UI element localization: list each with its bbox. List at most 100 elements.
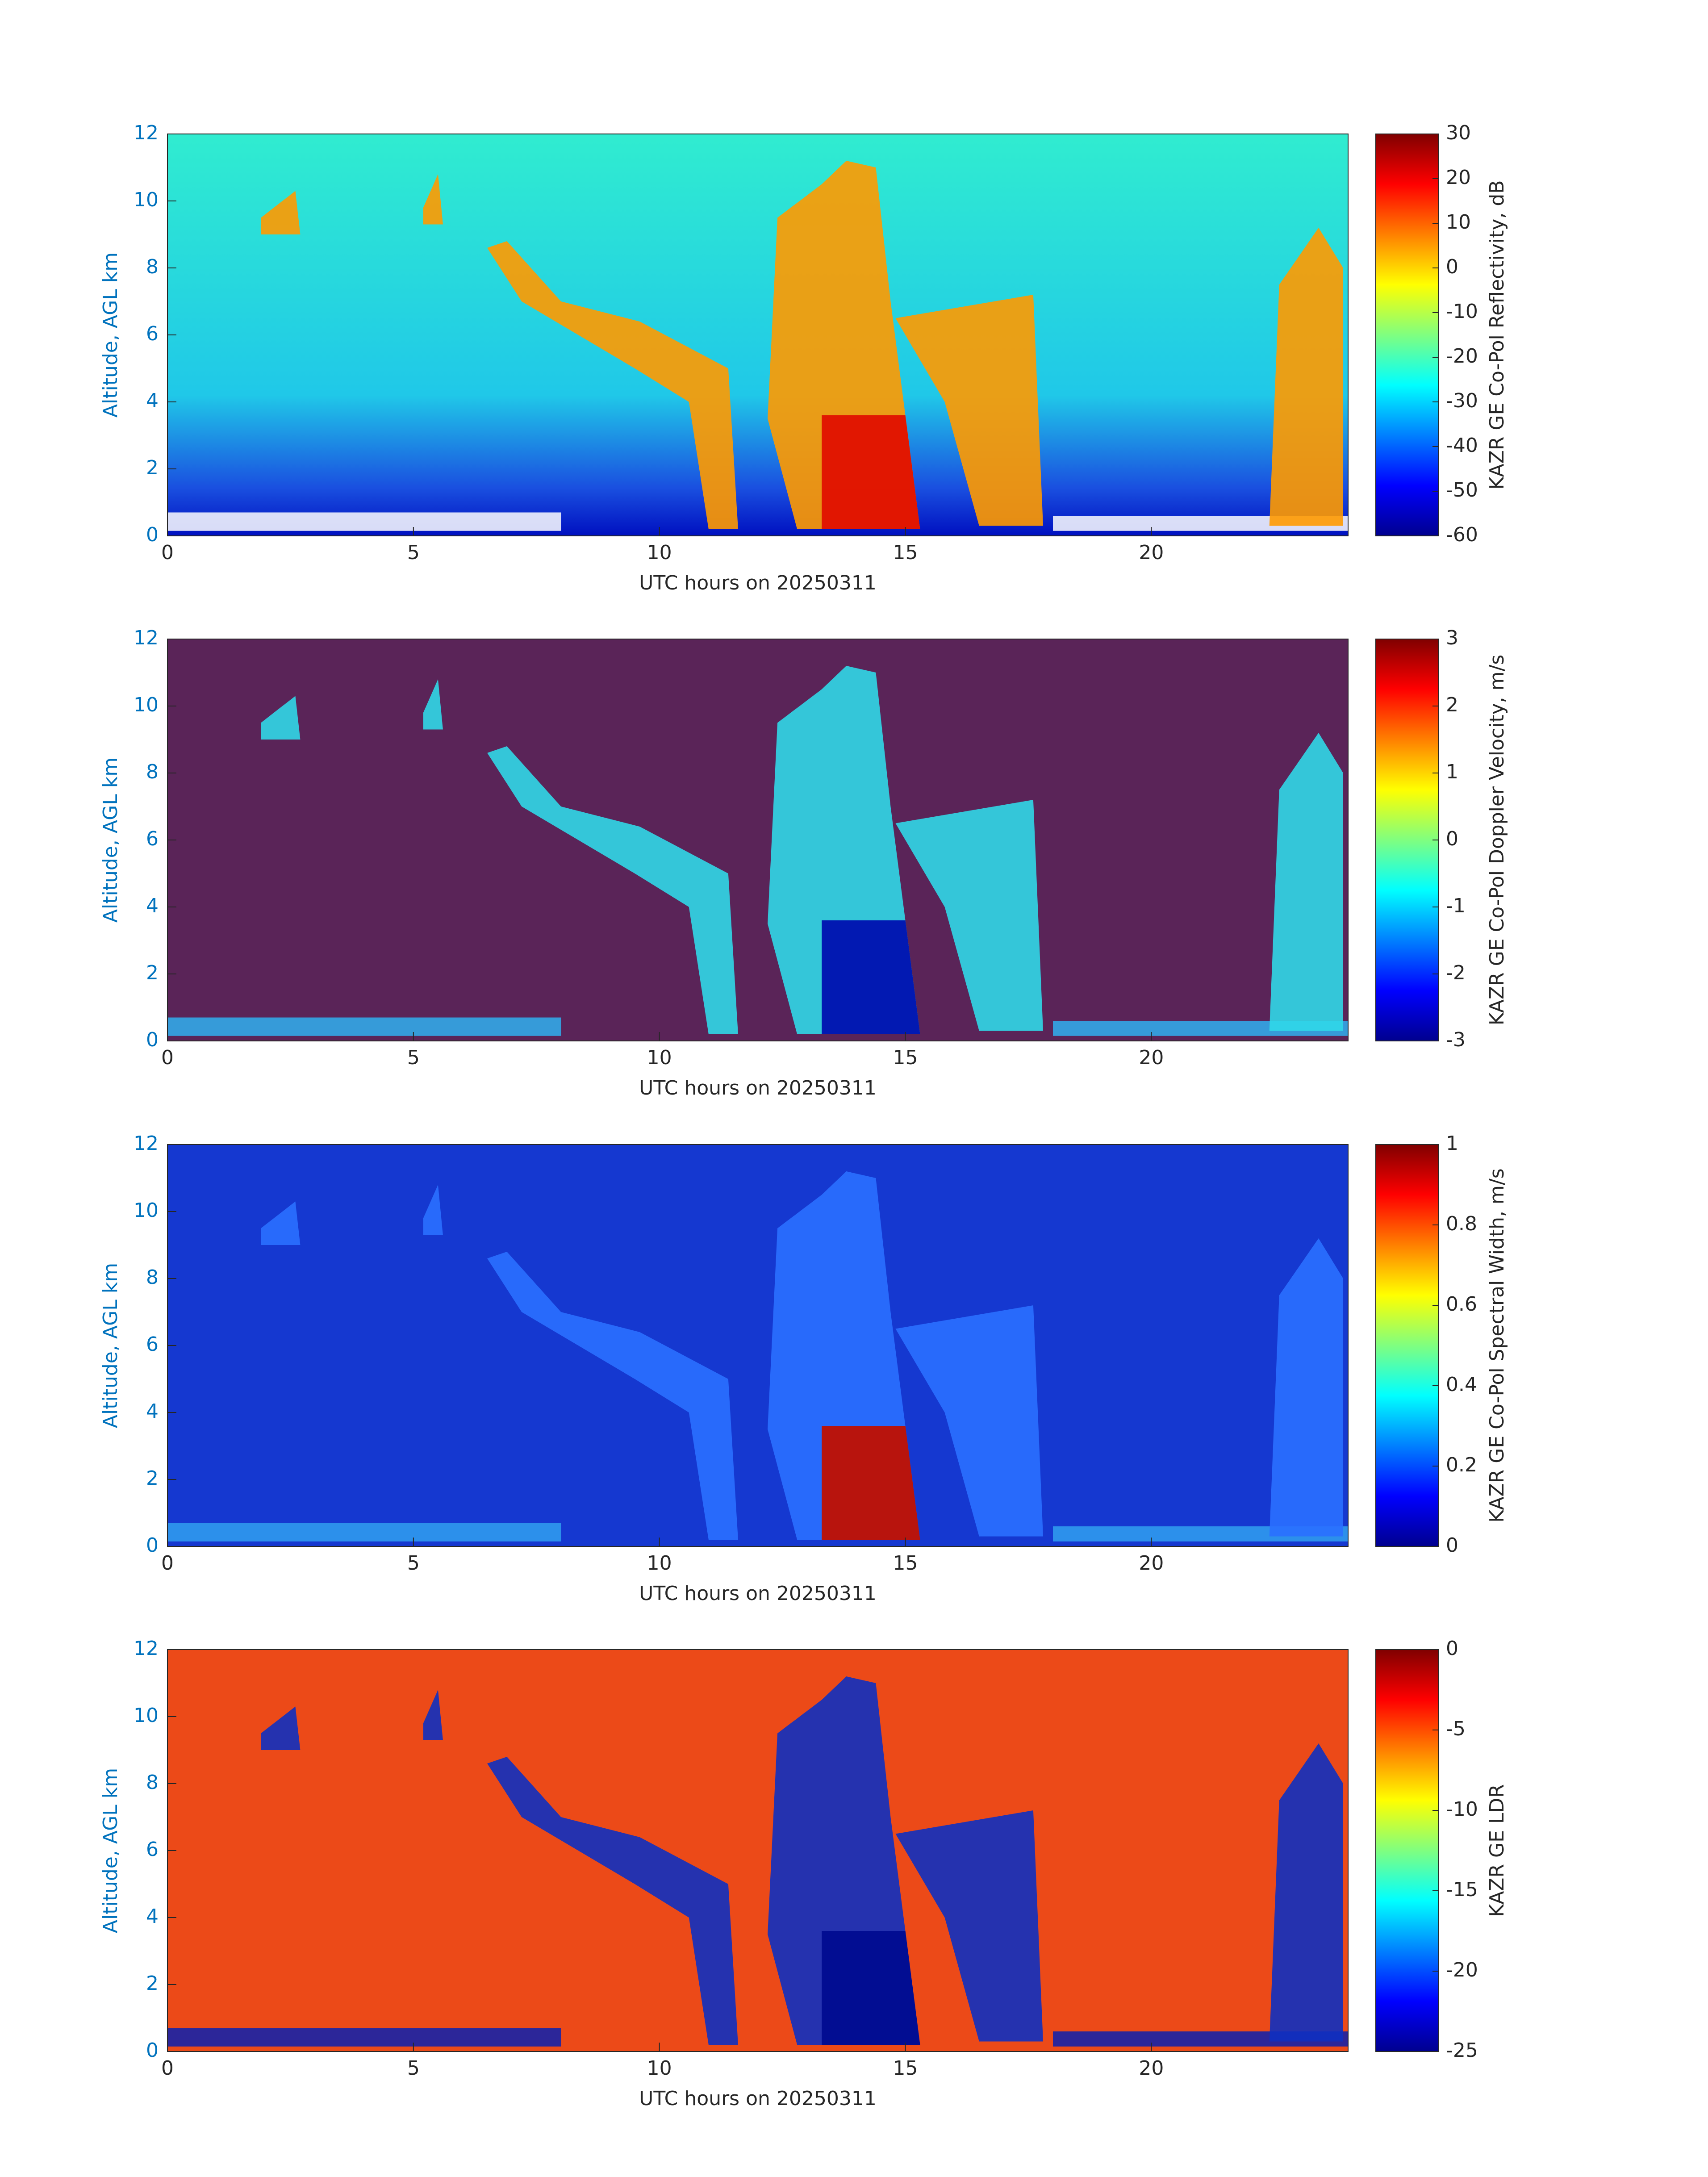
x-tick-label: 10	[647, 541, 672, 564]
colorbar-tick-label: 0	[1446, 827, 1458, 850]
colorbar-tick-label: -40	[1446, 434, 1478, 457]
colorbar-tick-label: -20	[1446, 1959, 1478, 1981]
colorbar-tick-label: 0	[1446, 1534, 1458, 1557]
y-axis-label: Altitude, AGL km	[99, 757, 122, 923]
x-tick-label: 0	[161, 541, 174, 564]
x-axis-label: UTC hours on 20250311	[639, 1077, 877, 1099]
y-tick-label: 6	[146, 322, 159, 345]
colorbar-tick-label: -10	[1446, 1798, 1478, 1821]
x-tick-label: 5	[407, 1046, 420, 1069]
colorbar	[1375, 1144, 1439, 1547]
y-tick-label: 10	[134, 188, 159, 211]
x-axis-label: UTC hours on 20250311	[639, 2087, 877, 2110]
cloud-echo	[1269, 1238, 1343, 1537]
x-tick-label: 15	[893, 1046, 918, 1069]
cloud-echo	[423, 174, 443, 225]
colorbar-tick-label: -60	[1446, 523, 1478, 546]
y-tick-label: 0	[146, 1534, 159, 1557]
y-tick-label: 10	[134, 694, 159, 716]
x-axis-label: UTC hours on 20250311	[639, 1582, 877, 1605]
y-tick-label: 4	[146, 894, 159, 917]
x-tick-label: 5	[407, 1552, 420, 1575]
plot-background	[167, 134, 1348, 536]
x-tick-label: 10	[647, 1552, 672, 1575]
x-tick-label: 15	[893, 1552, 918, 1575]
x-tick-label: 20	[1139, 1046, 1164, 1069]
y-axis-label: Altitude, AGL km	[99, 1263, 122, 1428]
y-tick-label: 4	[146, 1400, 159, 1423]
y-tick-label: 12	[134, 627, 159, 649]
colorbar-tick-label: -1	[1446, 894, 1466, 917]
cloud-core	[822, 415, 920, 529]
y-tick-label: 8	[146, 1771, 159, 1794]
y-tick-label: 0	[146, 2039, 159, 2062]
colorbar-tick-label: 2	[1446, 694, 1458, 716]
y-axis-label: Altitude, AGL km	[99, 252, 122, 418]
colorbar-tick-label: 30	[1446, 121, 1471, 144]
cloud-core	[822, 1426, 920, 1540]
cloud-core	[822, 920, 920, 1034]
y-tick-label: 8	[146, 255, 159, 278]
x-tick-label: 5	[407, 541, 420, 564]
y-tick-label: 2	[146, 1467, 159, 1490]
colorbar-tick-label: 0	[1446, 1637, 1458, 1660]
y-tick-label: 2	[146, 961, 159, 984]
x-tick-label: 0	[161, 1552, 174, 1575]
y-tick-label: 4	[146, 1905, 159, 1928]
x-tick-label: 10	[647, 2057, 672, 2080]
y-tick-label: 12	[134, 121, 159, 144]
y-tick-label: 8	[146, 760, 159, 783]
cloud-echo	[895, 1810, 1043, 2042]
colorbar-label: KAZR GE Co-Pol Doppler Velocity, m/s	[1486, 655, 1508, 1025]
cloud-echo	[423, 1690, 443, 1740]
colorbar-tick-label: 0	[1446, 255, 1458, 278]
cloud-echo	[487, 241, 738, 529]
x-tick-label: 20	[1139, 541, 1164, 564]
cloud-echo	[895, 295, 1043, 526]
x-tick-label: 20	[1139, 1552, 1164, 1575]
y-tick-label: 10	[134, 1199, 159, 1222]
colorbar	[1375, 639, 1439, 1041]
cloud-echo	[487, 1757, 738, 2045]
cloud-echo	[487, 1252, 738, 1540]
y-axis-label: Altitude, AGL km	[99, 1768, 122, 1933]
x-axis-label: UTC hours on 20250311	[639, 572, 877, 594]
x-tick-label: 20	[1139, 2057, 1164, 2080]
colorbar-tick-label: -25	[1446, 2039, 1478, 2062]
colorbar-tick-label: 1	[1446, 760, 1458, 783]
x-tick-label: 15	[893, 541, 918, 564]
x-tick-label: 0	[161, 1046, 174, 1069]
colorbar-label: KAZR GE Co-Pol Spectral Width, m/s	[1486, 1168, 1508, 1522]
cloud-echo	[423, 1185, 443, 1235]
colorbar-tick-label: 0.6	[1446, 1293, 1477, 1316]
colorbar-tick-label: 0.8	[1446, 1212, 1477, 1235]
cloud-echo	[261, 191, 301, 234]
cloud-echo	[895, 1305, 1043, 1537]
colorbar-tick-label: -3	[1446, 1028, 1466, 1051]
low-echo	[167, 2028, 561, 2047]
colorbar-label: KAZR GE Co-Pol Reflectivity, dB	[1486, 180, 1508, 490]
plot-background	[167, 1650, 1348, 2052]
cloud-echo	[261, 696, 301, 740]
colorbar-tick-label: -2	[1446, 961, 1466, 984]
colorbar-tick-label: -10	[1446, 300, 1478, 323]
cloud-core	[822, 1931, 920, 2045]
colorbar-label: KAZR GE LDR	[1486, 1784, 1508, 1917]
x-tick-label: 0	[161, 2057, 174, 2080]
y-tick-label: 2	[146, 1972, 159, 1995]
cloud-echo	[423, 679, 443, 730]
cloud-echo	[261, 1706, 301, 1750]
y-tick-label: 4	[146, 389, 159, 412]
cloud-echo	[487, 746, 738, 1034]
colorbar-tick-label: 3	[1446, 627, 1458, 649]
y-tick-label: 6	[146, 1838, 159, 1861]
y-tick-label: 8	[146, 1266, 159, 1289]
cloud-echo	[895, 800, 1043, 1031]
colorbar	[1375, 1649, 1439, 2052]
x-tick-label: 15	[893, 2057, 918, 2080]
cloud-echo	[1269, 733, 1343, 1031]
colorbar-tick-label: -20	[1446, 345, 1478, 368]
